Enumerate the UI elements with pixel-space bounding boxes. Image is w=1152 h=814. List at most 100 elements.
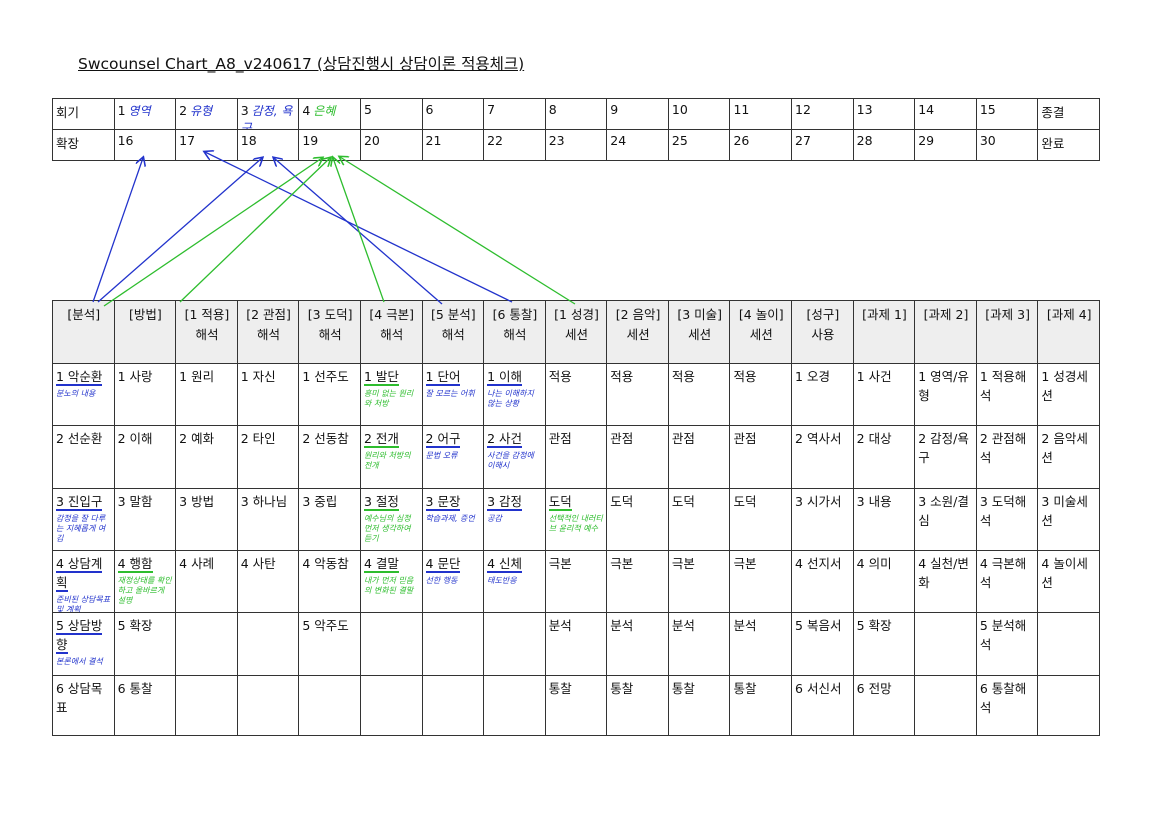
- cell-text: 1 성경세션: [1041, 369, 1088, 403]
- handwritten-note: 잘 모르는 어휘: [425, 389, 475, 398]
- table-cell: 2 선순환: [53, 426, 115, 489]
- table-cell: 4 선지서: [792, 551, 854, 613]
- table-cell: 2 타인: [237, 426, 300, 489]
- cell-text: 1 선주도: [302, 369, 349, 384]
- session-cell: 1 영역: [114, 99, 177, 130]
- table-cell: 4 의미: [853, 551, 916, 613]
- cell-text: 6 서신서: [795, 681, 842, 696]
- table-cell: 분석: [545, 613, 608, 676]
- cell-text: 1 사건: [856, 369, 892, 384]
- table-cell: 극본: [730, 551, 793, 613]
- table-cell: 5 확장: [853, 613, 916, 676]
- cell-text: 1 악순환: [56, 369, 103, 386]
- arrow: [103, 158, 322, 307]
- session-cell: 회기: [53, 99, 115, 130]
- session-cell: 22: [484, 130, 546, 161]
- cell-text: 3 미술세션: [1041, 494, 1088, 528]
- cell-text: 관점: [733, 431, 757, 446]
- table-cell: 적용: [730, 364, 793, 426]
- table-cell: 4 놀이세션: [1038, 551, 1100, 613]
- table-cell: 3 미술세션: [1038, 489, 1100, 551]
- table-cell: [484, 613, 546, 676]
- header-text: 세션: [564, 327, 588, 342]
- header-text: [4 극본]: [369, 307, 415, 322]
- cell-text: 2 대상: [856, 431, 892, 446]
- table-cell: [422, 676, 485, 736]
- table-cell: 관점: [545, 426, 608, 489]
- table-cell: 1 사랑: [114, 364, 177, 426]
- table-cell: 3 시가서: [792, 489, 854, 551]
- table-cell: 2 감정/욕구: [915, 426, 977, 489]
- header-cell: [과제 2]: [915, 301, 977, 364]
- session-table: 회기 1 영역 2 유형 3 감정, 욕구 4 은혜 5 6 7 8 9 10 11 12 13 14 15 종결 확장 1…: [52, 98, 1100, 161]
- cell-text: 4 상담계획: [56, 556, 103, 592]
- cell-text: 1 발단: [363, 369, 399, 386]
- header-text: 해석: [195, 327, 219, 342]
- cell-text: 3: [240, 103, 249, 118]
- header-text: [분석]: [67, 307, 101, 322]
- cell-text: 3 소원/결심: [918, 494, 969, 528]
- table-cell: 도덕 선택적인 내러티브 윤리적 예수: [545, 489, 608, 551]
- table-cell: 4 악동참: [299, 551, 361, 613]
- session-cell: 10: [668, 99, 731, 130]
- cell-text: 12: [795, 102, 811, 117]
- table-cell: [299, 676, 361, 736]
- arrow: [97, 158, 262, 303]
- cell-text: 2 역사서: [795, 431, 842, 446]
- session-cell: 종결: [1038, 99, 1100, 130]
- table-cell: 관점: [607, 426, 669, 489]
- cell-text: 6 통찰해석: [979, 681, 1027, 715]
- cell-text: 4 신체: [487, 556, 523, 573]
- table-cell: 3 감정 공감: [484, 489, 546, 551]
- table-cell: 5 악주도: [299, 613, 361, 676]
- header-cell: [과제 3]: [976, 301, 1039, 364]
- table-cell: 적용: [545, 364, 608, 426]
- header-text: 해석: [380, 327, 404, 342]
- header-text: 해석: [503, 327, 527, 342]
- table-cell: 1 적용해석: [976, 364, 1039, 426]
- header-text: [1 적용]: [184, 307, 230, 322]
- cell-text: 2 이해: [117, 431, 153, 446]
- cell-text: 4: [302, 103, 311, 118]
- cell-text: 5 상담방향: [56, 618, 103, 654]
- session-cell: 2 유형: [176, 99, 238, 130]
- table-cell: 5 확장: [114, 613, 177, 676]
- session-cell: 25: [668, 130, 731, 161]
- session-cell: 16: [114, 130, 177, 161]
- cell-text: 22: [487, 133, 504, 148]
- cell-text: 2 전개: [363, 431, 399, 448]
- table-cell: 2 역사서: [792, 426, 854, 489]
- cell-text: 3 문장: [425, 494, 461, 511]
- table-cell: 4 극본해석: [976, 551, 1039, 613]
- cell-text: 1 단어: [425, 369, 461, 386]
- header-text: [2 음악]: [615, 307, 661, 322]
- cell-text: 23: [548, 133, 565, 148]
- cell-text: 26: [733, 133, 750, 148]
- session-cell: 14: [915, 99, 977, 130]
- handwritten-note: 선택적인 내러티브 윤리적 예수: [548, 514, 603, 533]
- handwritten-note: 본론에서 결석: [56, 657, 103, 666]
- cell-text: 적용: [733, 369, 757, 384]
- table-cell: 통찰: [668, 676, 731, 736]
- cell-text: 11: [733, 102, 750, 117]
- cell-text: 5 분석해석: [979, 618, 1027, 652]
- cell-text: 2: [179, 103, 188, 118]
- cell-text: 4 실천/변화: [918, 556, 969, 590]
- cell-text: 적용: [610, 369, 634, 384]
- cell-text: 3 시가서: [795, 494, 842, 509]
- header-cell: [과제 4]: [1038, 301, 1100, 364]
- table-cell: 분석: [668, 613, 731, 676]
- header-text: [6 통찰]: [492, 307, 538, 322]
- table-cell: 6 통찰해석: [976, 676, 1039, 736]
- cell-text: 6 상담목표: [56, 681, 103, 715]
- cell-text: 27: [795, 133, 811, 148]
- handwritten-note: 나는 이해하지 않는 상황: [487, 389, 534, 408]
- cell-text: 분석: [733, 618, 757, 633]
- handwritten-note: 선한 행동: [425, 576, 458, 585]
- table-cell: 6 전망: [853, 676, 916, 736]
- table-cell: [915, 613, 977, 676]
- handwritten-note: 공감: [487, 514, 502, 523]
- arrow: [333, 158, 385, 303]
- table-cell: [360, 613, 423, 676]
- cell-text: 3 말함: [117, 494, 153, 509]
